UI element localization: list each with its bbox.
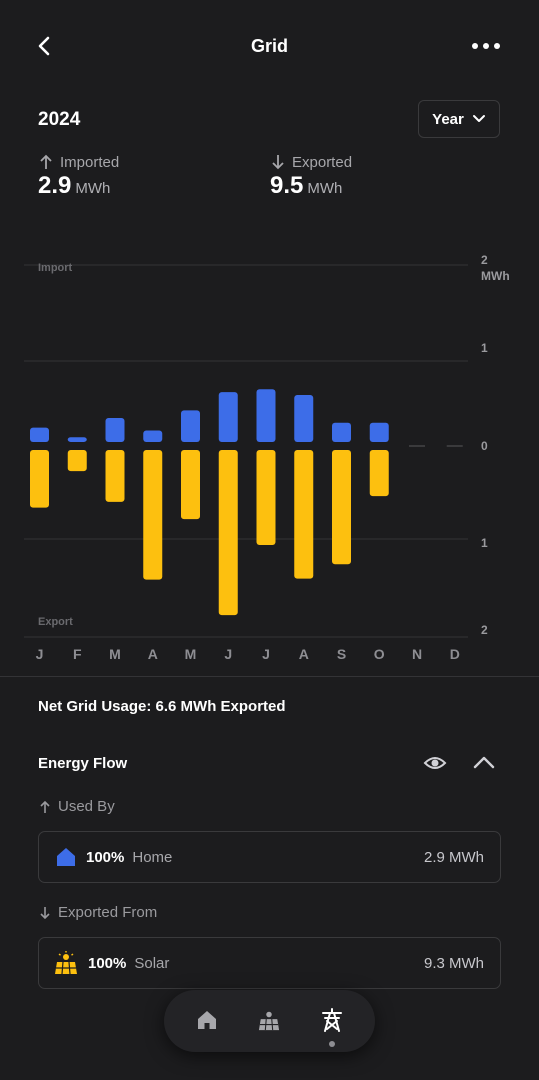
net-grid-usage: Net Grid Usage: 6.6 MWh Exported [38, 698, 286, 715]
import-bar [332, 422, 351, 442]
y-unit-label: MWh [481, 269, 510, 283]
grid-energy-chart: Import Export 2 MWh 1 0 1 2 J F M A M J J A S O N D [24, 253, 510, 662]
exported-from-value: 9.3 MWh [423, 954, 484, 972]
month-label: A [148, 646, 158, 662]
import-bar [105, 418, 125, 442]
nav-home-icon[interactable] [197, 1010, 217, 1030]
import-bar [67, 437, 87, 442]
home-icon [57, 848, 75, 866]
imported-label: Imported [60, 153, 120, 171]
arrow-up-icon [40, 154, 52, 169]
bottom-navigation [164, 990, 375, 1052]
active-nav-indicator [329, 1041, 335, 1047]
eye-icon[interactable] [423, 753, 447, 773]
chevron-down-icon [472, 115, 485, 122]
export-axis-label: Export [38, 616, 73, 628]
month-label: N [412, 646, 422, 662]
nav-solar-icon[interactable] [258, 1009, 280, 1031]
exported-unit: MWh [307, 180, 343, 197]
import-bar [294, 394, 314, 442]
arrow-up-icon [40, 800, 50, 813]
y-tick-label: 2 [481, 253, 488, 267]
export-bar [143, 450, 163, 580]
y-tick-label: 0 [481, 439, 488, 453]
page-title: Grid [250, 36, 288, 56]
exported-stat: Exported 9.5 MWh [270, 153, 352, 200]
arrow-down-icon [40, 906, 50, 919]
month-label: A [299, 646, 309, 662]
period-selector-label: Year [432, 110, 464, 128]
export-bar [181, 450, 200, 520]
energy-flow-title: Energy Flow [38, 755, 128, 772]
period-year: 2024 [38, 109, 81, 130]
exported-label: Exported [292, 153, 353, 171]
month-label: J [224, 646, 232, 662]
month-label: M [109, 646, 121, 662]
more-options-icon[interactable] [470, 36, 502, 56]
export-bar [369, 450, 389, 497]
back-chevron-icon[interactable] [34, 34, 56, 58]
used-by-label: Used By [58, 798, 115, 815]
month-label: F [73, 646, 82, 662]
used-by-value: 2.9 MWh [423, 848, 484, 866]
arrow-down-icon [272, 155, 284, 170]
import-bar [30, 427, 49, 442]
month-label: S [337, 646, 346, 662]
period-selector-button[interactable]: Year [418, 100, 500, 138]
import-bar [218, 392, 238, 442]
month-label: M [185, 646, 197, 662]
nav-grid-tower-icon[interactable] [321, 1008, 343, 1032]
solar-panel-icon [55, 951, 77, 975]
export-bar [218, 450, 238, 616]
export-bar [67, 450, 87, 472]
export-bar [30, 450, 49, 508]
export-bar [105, 450, 125, 502]
exported-value: 9.5 [270, 172, 304, 199]
month-label: O [374, 646, 385, 662]
y-tick-label: 1 [481, 536, 488, 550]
used-by-home-card[interactable]: 100% Home 2.9 MWh [38, 831, 501, 883]
imported-value: 2.9 [38, 172, 72, 199]
exported-from-percent: 100% [88, 954, 127, 972]
section-divider [0, 676, 539, 677]
imported-unit: MWh [75, 180, 111, 197]
export-bar [332, 450, 351, 565]
import-axis-label: Import [38, 262, 73, 274]
month-label: D [450, 646, 460, 662]
chevron-up-icon[interactable] [472, 752, 496, 772]
imported-stat: Imported 2.9 MWh [38, 153, 119, 200]
export-bar [294, 450, 314, 579]
exported-from-solar-card[interactable]: 100% Solar 9.3 MWh [38, 937, 501, 989]
exported-from-heading: Exported From [38, 904, 157, 921]
used-by-name: Home [132, 848, 173, 866]
month-label: J [36, 646, 44, 662]
import-bar [181, 410, 200, 442]
import-bar [143, 430, 163, 442]
month-label: J [262, 646, 270, 662]
export-bar [256, 450, 276, 546]
y-tick-label: 1 [481, 341, 488, 355]
exported-from-label: Exported From [58, 904, 158, 921]
y-tick-label: 2 [481, 623, 488, 637]
exported-from-name: Solar [134, 954, 170, 972]
used-by-percent: 100% [86, 848, 125, 866]
used-by-heading: Used By [38, 798, 115, 815]
import-bar [369, 422, 389, 442]
import-bar [256, 389, 276, 442]
